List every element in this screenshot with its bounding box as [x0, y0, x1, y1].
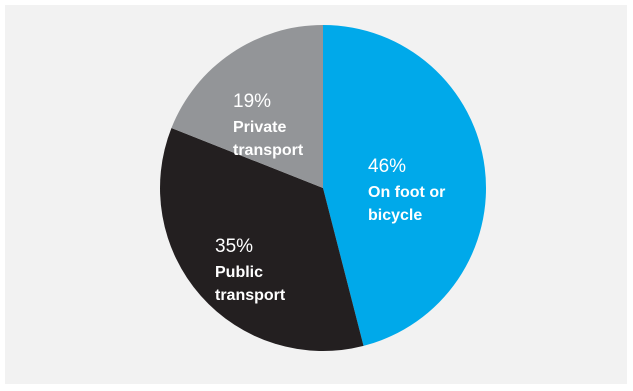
- pie-labels: 46% On foot or bicycle 35% Public transport 19…: [215, 91, 445, 304]
- pie-slices: [160, 25, 487, 352]
- slice-percent-label: 35%: [215, 236, 253, 257]
- slice-category-label: On foot or: [368, 184, 445, 201]
- slice-percent-label: 19%: [233, 91, 271, 112]
- slice-category-label: transport: [215, 287, 286, 304]
- slice-category-label: Public: [215, 264, 263, 281]
- slice-category-label: transport: [233, 142, 304, 159]
- pie-slice-private-transport: [171, 25, 323, 188]
- slice-category-label: Private: [233, 119, 286, 136]
- slice-percent-label: 46%: [368, 156, 406, 177]
- pie-slice-on-foot-or-bicycle: [323, 25, 487, 346]
- slice-category-label: bicycle: [368, 207, 422, 224]
- pie-slice-public-transport: [160, 128, 364, 352]
